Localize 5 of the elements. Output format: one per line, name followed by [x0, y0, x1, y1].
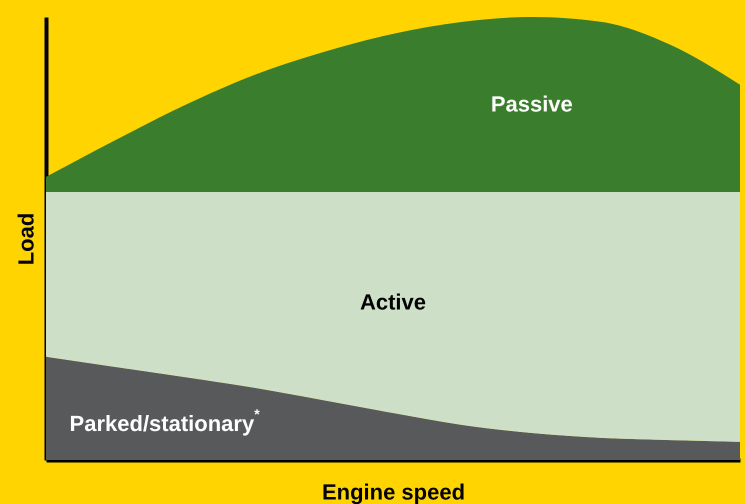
series-label: Active: [360, 290, 426, 315]
series-label: Passive: [490, 91, 573, 116]
series-label: Parked/stationary*: [70, 406, 260, 436]
x-axis-title: Engine speed: [322, 480, 466, 504]
y-axis-title: Load: [14, 212, 38, 266]
